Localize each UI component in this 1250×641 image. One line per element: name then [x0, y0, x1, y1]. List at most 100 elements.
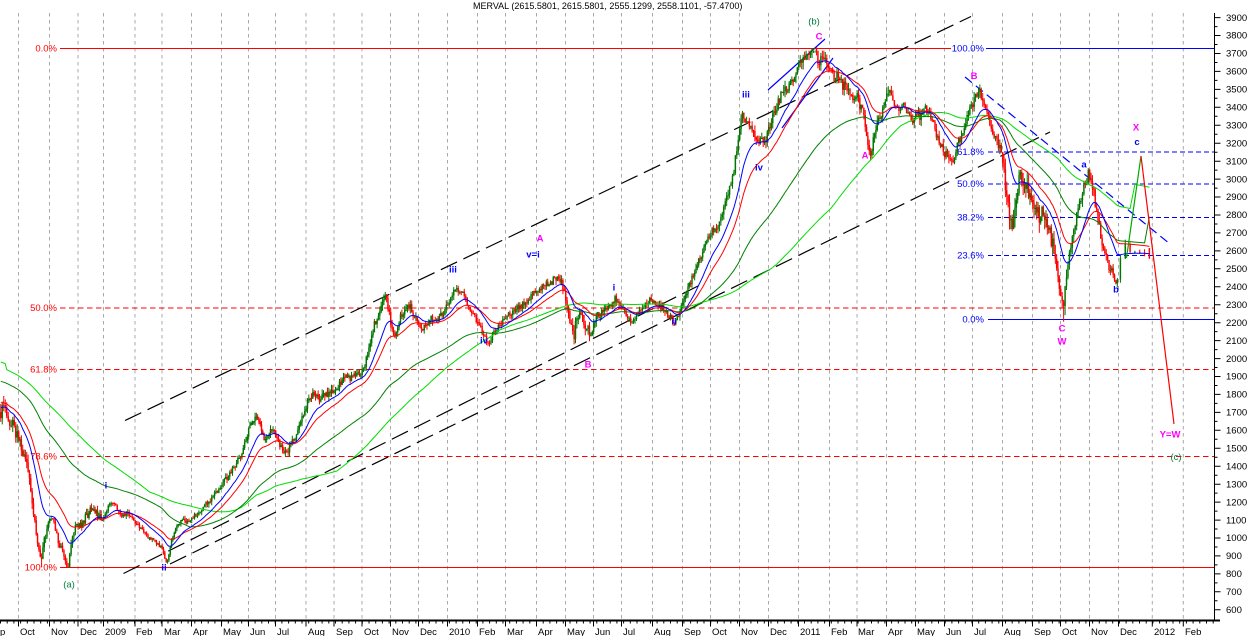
svg-text:2000: 2000	[1226, 354, 1247, 365]
svg-text:Nov: Nov	[741, 627, 758, 636]
svg-text:1000: 1000	[1226, 533, 1247, 544]
svg-text:3300: 3300	[1226, 121, 1247, 132]
svg-text:Jun: Jun	[946, 627, 961, 636]
svg-text:800: 800	[1226, 569, 1242, 580]
svg-text:Mar: Mar	[858, 627, 874, 636]
svg-text:Dec: Dec	[80, 627, 97, 636]
svg-text:3700: 3700	[1226, 49, 1247, 60]
svg-text:50.0%: 50.0%	[30, 303, 57, 314]
svg-text:2010: 2010	[449, 627, 470, 636]
svg-text:Feb: Feb	[1185, 627, 1201, 636]
svg-text:0.0%: 0.0%	[35, 44, 57, 55]
svg-text:Nov: Nov	[392, 627, 409, 636]
svg-text:50.0%: 50.0%	[957, 179, 984, 190]
svg-text:B: B	[585, 360, 592, 371]
svg-text:Sep: Sep	[1034, 627, 1051, 636]
svg-text:23.6%: 23.6%	[957, 251, 984, 262]
svg-text:900: 900	[1226, 551, 1242, 562]
svg-text:2600: 2600	[1226, 246, 1247, 257]
svg-text:700: 700	[1226, 587, 1242, 598]
svg-text:i: i	[613, 283, 616, 294]
svg-text:B: B	[971, 71, 978, 82]
svg-text:X: X	[1133, 123, 1140, 134]
svg-text:Oct: Oct	[20, 627, 35, 636]
svg-text:Sep: Sep	[684, 627, 701, 636]
svg-text:Dec: Dec	[770, 627, 787, 636]
svg-text:iv: iv	[480, 336, 489, 347]
svg-text:3100: 3100	[1226, 156, 1247, 167]
svg-text:3600: 3600	[1226, 67, 1247, 78]
svg-text:b: b	[1113, 285, 1119, 296]
svg-text:38.2%: 38.2%	[957, 213, 984, 224]
svg-text:600: 600	[1226, 605, 1242, 616]
svg-text:1700: 1700	[1226, 408, 1247, 419]
svg-text:3400: 3400	[1226, 103, 1247, 114]
svg-text:Sep: Sep	[336, 627, 353, 636]
svg-text:Feb: Feb	[831, 627, 847, 636]
svg-text:C: C	[816, 32, 823, 43]
svg-text:Oct: Oct	[1062, 627, 1077, 636]
svg-text:Dec: Dec	[420, 627, 437, 636]
svg-text:(a): (a)	[63, 580, 75, 591]
svg-text:c: c	[1134, 137, 1139, 148]
svg-text:3000: 3000	[1226, 174, 1247, 185]
svg-text:3800: 3800	[1226, 31, 1247, 42]
svg-text:100.0%: 100.0%	[952, 44, 985, 55]
svg-text:Oct: Oct	[712, 627, 727, 636]
svg-text:p: p	[0, 627, 5, 636]
svg-text:(c): (c)	[1170, 452, 1181, 463]
svg-text:1800: 1800	[1226, 390, 1247, 401]
svg-text:Aug: Aug	[654, 627, 671, 636]
svg-text:Jul: Jul	[974, 627, 986, 636]
svg-text:iv: iv	[755, 163, 764, 174]
svg-text:C: C	[1059, 324, 1066, 335]
svg-text:1600: 1600	[1226, 426, 1247, 437]
svg-text:Mar: Mar	[507, 627, 523, 636]
svg-text:(b): (b)	[808, 17, 820, 28]
svg-text:ii: ii	[161, 563, 166, 574]
svg-text:Jun: Jun	[595, 627, 610, 636]
svg-text:A: A	[862, 151, 869, 162]
svg-text:61.8%: 61.8%	[957, 147, 984, 158]
svg-text:i: i	[105, 481, 108, 492]
svg-text:v=i: v=i	[526, 250, 539, 261]
svg-text:A: A	[537, 234, 544, 245]
svg-text:2700: 2700	[1226, 228, 1247, 239]
svg-text:2200: 2200	[1226, 318, 1247, 329]
svg-text:Feb: Feb	[136, 627, 152, 636]
svg-text:May: May	[567, 627, 585, 636]
svg-text:3900: 3900	[1226, 13, 1247, 24]
svg-text:Jul: Jul	[623, 627, 635, 636]
svg-text:1200: 1200	[1226, 497, 1247, 508]
svg-text:May: May	[223, 627, 241, 636]
svg-text:a: a	[1081, 160, 1087, 171]
svg-text:3200: 3200	[1226, 138, 1247, 149]
svg-text:2012: 2012	[1154, 627, 1175, 636]
svg-text:Oct: Oct	[364, 627, 379, 636]
svg-text:100.0%: 100.0%	[25, 563, 58, 574]
svg-text:1300: 1300	[1226, 479, 1247, 490]
svg-text:Aug: Aug	[1004, 627, 1021, 636]
svg-text:1900: 1900	[1226, 372, 1247, 383]
svg-text:Apr: Apr	[193, 627, 208, 636]
svg-text:2400: 2400	[1226, 282, 1247, 293]
svg-text:Jun: Jun	[250, 627, 265, 636]
svg-text:2300: 2300	[1226, 300, 1247, 311]
svg-text:Feb: Feb	[479, 627, 495, 636]
svg-text:2011: 2011	[800, 627, 820, 636]
svg-text:1100: 1100	[1226, 515, 1246, 526]
svg-text:1400: 1400	[1226, 461, 1247, 472]
svg-text:2100: 2100	[1226, 336, 1247, 347]
svg-text:Y=W: Y=W	[1160, 430, 1181, 441]
svg-text:2500: 2500	[1226, 264, 1247, 275]
svg-text:Nov: Nov	[1091, 627, 1108, 636]
svg-text:Apr: Apr	[538, 627, 553, 636]
svg-text:iii: iii	[742, 90, 750, 101]
svg-text:Mar: Mar	[164, 627, 180, 636]
svg-text:W: W	[1058, 337, 1067, 348]
svg-text:MERVAL (2615.5801, 2615.5801,: MERVAL (2615.5801, 2615.5801, 2555.1299,…	[473, 1, 742, 11]
svg-text:3500: 3500	[1226, 85, 1247, 96]
svg-text:Aug: Aug	[308, 627, 325, 636]
svg-text:2009: 2009	[105, 627, 126, 636]
svg-text:61.8%: 61.8%	[30, 365, 57, 376]
